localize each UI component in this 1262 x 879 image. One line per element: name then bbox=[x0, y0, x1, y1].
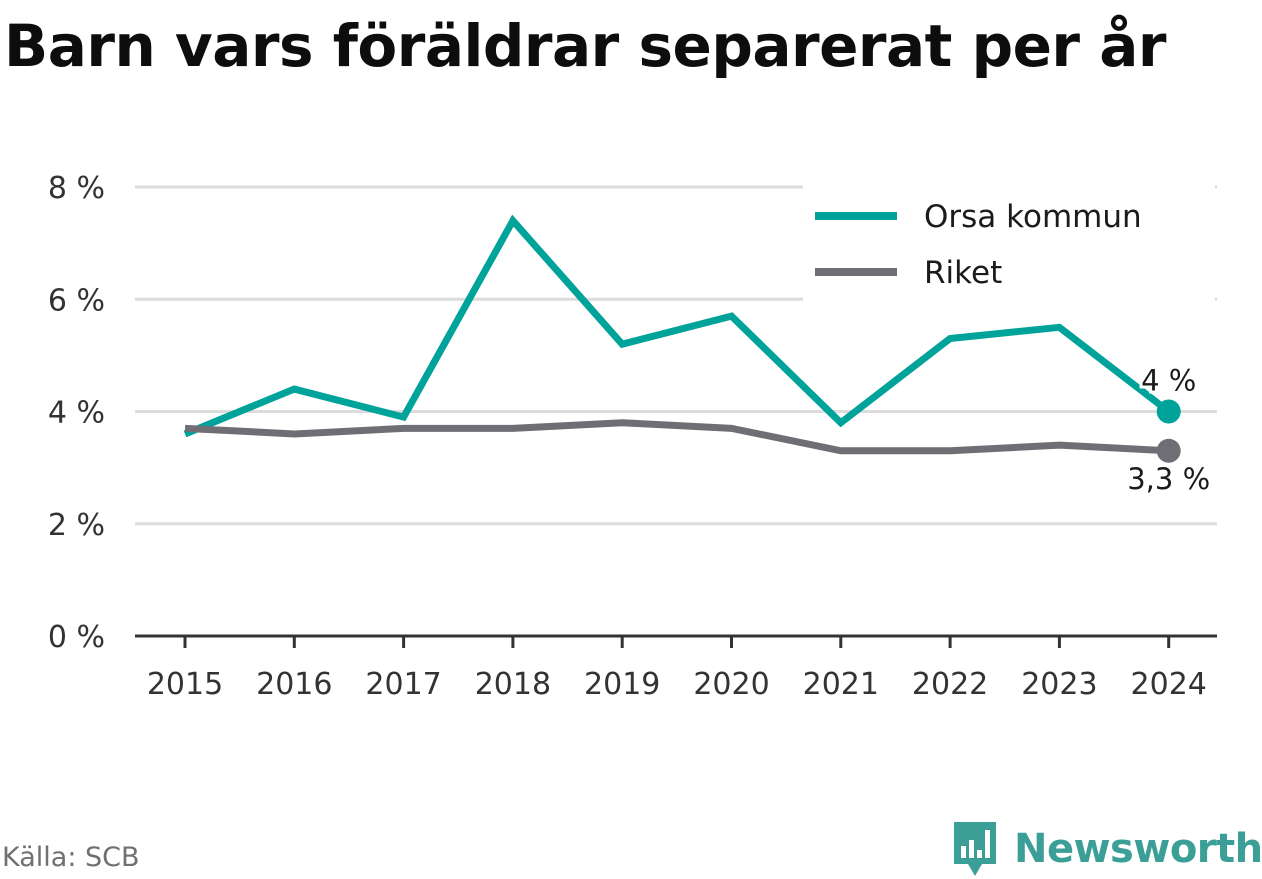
x-tick-label: 2022 bbox=[912, 667, 988, 702]
brand-logo: Newsworthy bbox=[950, 818, 1262, 879]
y-tick-label: 4 % bbox=[48, 396, 105, 431]
legend-label: Orsa kommun bbox=[924, 199, 1142, 235]
series-lines bbox=[183, 214, 1181, 463]
legend-label: Riket bbox=[924, 255, 1002, 291]
end-label-orsa: 4 % bbox=[1141, 364, 1196, 398]
source-note: Källa: SCB bbox=[2, 842, 140, 873]
y-axis-tick-labels: 0 % 2 % 4 % 6 % 8 % bbox=[48, 171, 105, 655]
x-tick-label: 2017 bbox=[365, 667, 441, 702]
series-line bbox=[184, 419, 1169, 455]
x-tick-label: 2024 bbox=[1131, 667, 1207, 702]
series-end-marker bbox=[1156, 399, 1181, 424]
brand-name: Newsworthy bbox=[1014, 826, 1262, 872]
series-0 bbox=[183, 214, 1181, 438]
x-axis: 2015 2016 2017 2018 2019 2020 2021 2022 2023 2024 bbox=[135, 634, 1217, 702]
end-label-riket: 3,3 % bbox=[1127, 462, 1210, 496]
y-tick-label: 0 % bbox=[48, 620, 105, 655]
newsworthy-logo-icon bbox=[954, 822, 996, 876]
chart-title: Barn vars föräldrar separerat per år bbox=[4, 12, 1166, 80]
end-value-labels: 4 % 3,3 % bbox=[1124, 361, 1213, 499]
series-end-marker bbox=[1156, 438, 1181, 463]
y-tick-label: 6 % bbox=[48, 283, 105, 318]
x-tick-label: 2023 bbox=[1021, 667, 1097, 702]
series-1 bbox=[184, 419, 1181, 463]
series-line bbox=[183, 214, 1171, 438]
legend-background bbox=[803, 183, 1215, 301]
x-tick-label: 2015 bbox=[147, 667, 223, 702]
y-tick-label: 2 % bbox=[48, 508, 105, 543]
x-tick-label: 2019 bbox=[584, 667, 660, 702]
x-tick-label: 2021 bbox=[803, 667, 879, 702]
y-tick-label: 8 % bbox=[48, 171, 105, 206]
x-tick-label: 2018 bbox=[475, 667, 551, 702]
x-tick-label: 2016 bbox=[256, 667, 332, 702]
legend: Orsa kommun Riket bbox=[803, 183, 1215, 301]
line-chart: 0 % 2 % 4 % 6 % 8 % 2015 2016 2017 2018 2019 2020… bbox=[48, 171, 1217, 702]
x-tick-label: 2020 bbox=[693, 667, 769, 702]
